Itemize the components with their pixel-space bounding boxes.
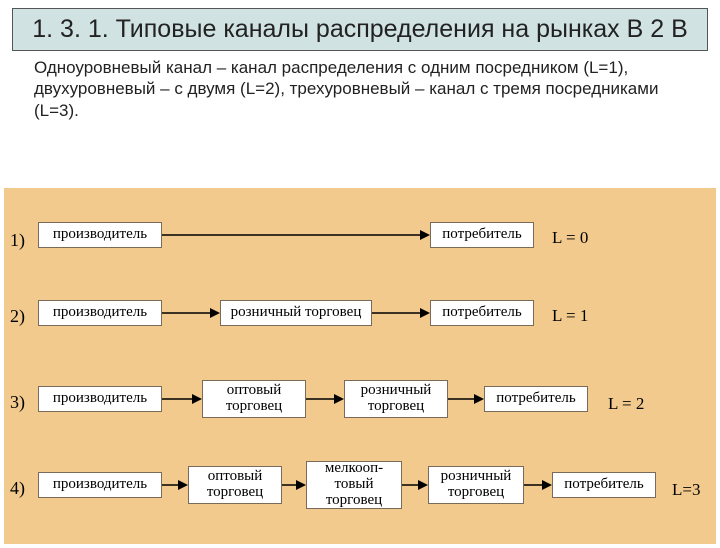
channel-node: розничный торговец xyxy=(344,380,448,418)
arrow xyxy=(372,307,430,319)
channel-node: производитель xyxy=(38,300,162,326)
arrow xyxy=(306,393,344,405)
arrow xyxy=(282,479,306,491)
channel-node: потребитель xyxy=(430,222,534,248)
channel-node: потребитель xyxy=(552,472,656,498)
arrow xyxy=(524,479,552,491)
channel-node: розничный торговец xyxy=(220,300,372,326)
channel-row: 2) производитель розничный торговец потреби… xyxy=(4,290,716,350)
channel-node: оптовый торговец xyxy=(188,466,282,504)
slide-title: 1. 3. 1. Типовые каналы распределения на… xyxy=(12,8,708,51)
channels-diagram: 1) производитель потребитель L = 0 2) произво… xyxy=(4,188,716,544)
channel-node: производитель xyxy=(38,222,162,248)
level-label: L = 0 xyxy=(552,228,588,248)
level-label: L=3 xyxy=(672,480,700,500)
channel-node: мелкооп- товый торговец xyxy=(306,461,402,509)
arrow xyxy=(162,229,430,241)
channel-row: 3) производитель оптовый торговец розничный… xyxy=(4,370,716,430)
channel-node: оптовый торговец xyxy=(202,380,306,418)
channel-node: производитель xyxy=(38,386,162,412)
level-label: L = 1 xyxy=(552,306,588,326)
channel-node: розничный торговец xyxy=(428,466,524,504)
channel-node: производитель xyxy=(38,472,162,498)
channel-node: потребитель xyxy=(430,300,534,326)
channel-row: 1) производитель потребитель L = 0 xyxy=(4,208,716,268)
row-number: 1) xyxy=(10,230,25,251)
row-number: 4) xyxy=(10,478,25,499)
row-number: 2) xyxy=(10,306,25,327)
arrow xyxy=(162,479,188,491)
arrow xyxy=(402,479,428,491)
channel-row: 4) производитель оптовый торговец мелкооп- … xyxy=(4,456,716,516)
arrow xyxy=(162,307,220,319)
row-number: 3) xyxy=(10,392,25,413)
channel-node: потребитель xyxy=(484,386,588,412)
level-label: L = 2 xyxy=(608,394,644,414)
slide-paragraph: Одноуровневый канал – канал распределени… xyxy=(34,57,686,121)
arrow xyxy=(448,393,484,405)
arrow xyxy=(162,393,202,405)
